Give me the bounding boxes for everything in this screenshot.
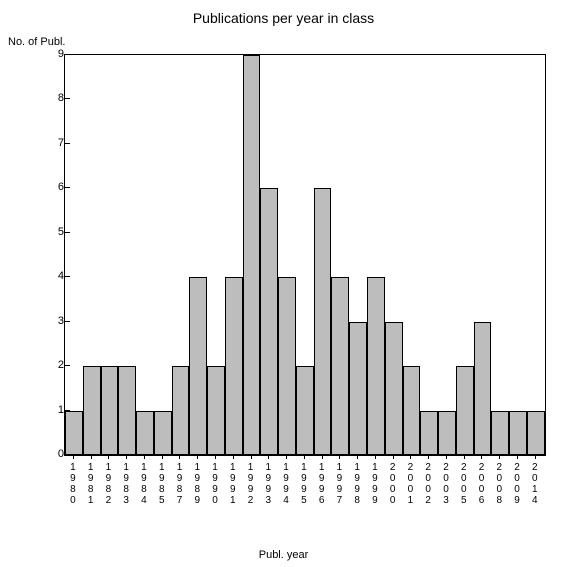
- bar: [491, 411, 509, 455]
- x-tick-mark: [126, 454, 127, 459]
- x-tick-mark: [499, 454, 500, 459]
- bar: [154, 411, 172, 455]
- chart-container: Publications per year in class No. of Pu…: [0, 0, 567, 567]
- bar: [314, 188, 332, 455]
- bar: [367, 277, 385, 455]
- x-tick-mark: [73, 454, 74, 459]
- x-tick-mark: [233, 454, 234, 459]
- x-tick-label: 1980: [64, 456, 82, 526]
- x-tick-label: 2003: [437, 456, 455, 526]
- x-tick-label: 2001: [402, 456, 420, 526]
- x-tick-label: 1991: [224, 456, 242, 526]
- x-tick-mark: [108, 454, 109, 459]
- x-tick-label: 1998: [348, 456, 366, 526]
- bar: [438, 411, 456, 455]
- bar: [385, 322, 403, 455]
- y-axis-label: No. of Publ.: [8, 36, 65, 48]
- y-tick-label: 1: [40, 404, 64, 416]
- bar: [509, 411, 527, 455]
- bar: [278, 277, 296, 455]
- x-tick-mark: [322, 454, 323, 459]
- bar: [260, 188, 278, 455]
- x-tick-mark: [464, 454, 465, 459]
- x-tick-label: 1992: [242, 456, 260, 526]
- plot-area: [64, 54, 546, 456]
- bar: [136, 411, 154, 455]
- x-tick-mark: [535, 454, 536, 459]
- x-tick-label: 1995: [295, 456, 313, 526]
- bar: [101, 366, 119, 455]
- x-tick-mark: [251, 454, 252, 459]
- x-tick-mark: [375, 454, 376, 459]
- x-tick-label: 1985: [153, 456, 171, 526]
- x-tick-mark: [304, 454, 305, 459]
- y-tick-label: 2: [40, 359, 64, 371]
- bar: [331, 277, 349, 455]
- bar: [296, 366, 314, 455]
- bar: [83, 366, 101, 455]
- bar: [225, 277, 243, 455]
- y-tick-label: 7: [40, 137, 64, 149]
- x-tick-mark: [410, 454, 411, 459]
- bar: [474, 322, 492, 455]
- x-tick-label: 1981: [82, 456, 100, 526]
- x-tick-mark: [428, 454, 429, 459]
- x-tick-mark: [357, 454, 358, 459]
- y-tick-label: 4: [40, 270, 64, 282]
- x-tick-label: 2002: [419, 456, 437, 526]
- bar: [349, 322, 367, 455]
- bar: [403, 366, 421, 455]
- bar: [207, 366, 225, 455]
- x-tick-label: 1993: [259, 456, 277, 526]
- y-tick-label: 3: [40, 315, 64, 327]
- bar: [172, 366, 190, 455]
- bar: [118, 366, 136, 455]
- x-tick-mark: [215, 454, 216, 459]
- bar: [65, 411, 83, 455]
- x-tick-mark: [446, 454, 447, 459]
- bar: [527, 411, 545, 455]
- x-tick-label: 1999: [366, 456, 384, 526]
- bar: [189, 277, 207, 455]
- x-tick-label: 2008: [490, 456, 508, 526]
- x-tick-mark: [268, 454, 269, 459]
- x-tick-label: 2014: [526, 456, 544, 526]
- x-tick-label: 1987: [171, 456, 189, 526]
- bar: [243, 55, 261, 455]
- x-axis-ticks: 1980198119821983198419851987198919901991…: [64, 456, 544, 526]
- x-tick-label: 2005: [455, 456, 473, 526]
- bar: [456, 366, 474, 455]
- x-tick-mark: [197, 454, 198, 459]
- y-tick-label: 6: [40, 181, 64, 193]
- x-tick-mark: [144, 454, 145, 459]
- x-tick-mark: [393, 454, 394, 459]
- x-tick-mark: [481, 454, 482, 459]
- x-tick-mark: [517, 454, 518, 459]
- bar: [420, 411, 438, 455]
- x-tick-label: 1982: [100, 456, 118, 526]
- y-axis-ticks: 0123456789: [40, 54, 64, 454]
- x-tick-label: 1997: [330, 456, 348, 526]
- x-tick-label: 2009: [508, 456, 526, 526]
- x-tick-mark: [179, 454, 180, 459]
- x-tick-mark: [162, 454, 163, 459]
- x-tick-label: 1989: [188, 456, 206, 526]
- x-tick-label: 1994: [277, 456, 295, 526]
- x-tick-label: 1996: [313, 456, 331, 526]
- y-tick-label: 8: [40, 92, 64, 104]
- x-tick-mark: [286, 454, 287, 459]
- x-axis-label: Publ. year: [0, 549, 567, 561]
- bars-group: [65, 55, 545, 455]
- x-tick-mark: [91, 454, 92, 459]
- x-tick-label: 1990: [206, 456, 224, 526]
- y-tick-label: 0: [40, 448, 64, 460]
- x-tick-mark: [339, 454, 340, 459]
- x-tick-label: 2000: [384, 456, 402, 526]
- y-tick-label: 9: [40, 48, 64, 60]
- chart-title: Publications per year in class: [0, 10, 567, 26]
- y-tick-label: 5: [40, 226, 64, 238]
- x-tick-label: 1983: [117, 456, 135, 526]
- x-tick-label: 2006: [473, 456, 491, 526]
- x-tick-label: 1984: [135, 456, 153, 526]
